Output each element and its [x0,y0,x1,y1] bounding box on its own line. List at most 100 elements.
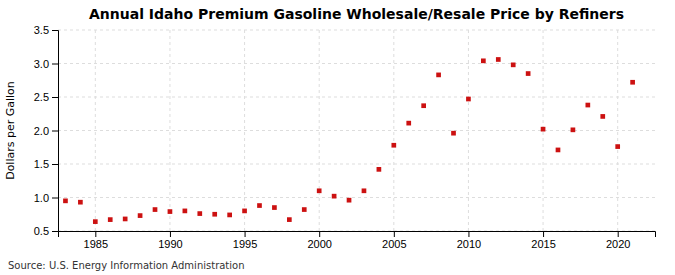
point [63,199,68,204]
point [571,127,576,132]
tick: 2000 [307,231,331,250]
point [78,200,83,205]
source-note: Source: U.S. Energy Information Administ… [8,260,245,271]
tick: 3.0 [34,58,58,70]
tick-mark [52,97,58,98]
tick-label: 1.0 [34,192,49,204]
tick-label: 1985 [84,238,108,250]
y-axis: 0.5 1.0 1.5 2.0 2.5 3.0 3.5 [34,24,59,237]
grid-line-y [58,164,655,165]
tick-mark [52,198,58,199]
tick-mark [52,164,58,165]
point [436,73,441,78]
tick: 1990 [158,231,182,250]
tick-label: 1.5 [34,158,49,170]
tick-mark [468,231,469,237]
tick: 2010 [457,231,481,250]
y-axis-title: Dollars per Gallon [4,81,17,180]
tick-label: 2.0 [34,125,49,137]
point [600,114,605,119]
point [197,211,202,216]
grid [58,30,655,231]
point [421,103,426,108]
point [466,97,471,102]
tick-mark [52,231,58,232]
tick: 0.5 [34,225,58,237]
point [242,209,247,214]
point [541,127,546,132]
tick-label: 1995 [233,238,257,250]
point [183,209,188,214]
tick: 2015 [531,231,555,250]
tick-label: 1990 [158,238,182,250]
title: Annual Idaho Premium Gasoline Wholesale/… [89,6,624,22]
point [615,144,620,149]
point [362,188,367,193]
point [123,217,128,222]
grid-line-y [58,30,655,31]
point [153,207,158,212]
tick-label: 2015 [531,238,555,250]
tick-mark [95,231,96,237]
tick-mark [170,231,171,237]
point [481,58,486,63]
tick-label: 3.0 [34,58,49,70]
x-axis: 1985 1990 1995 2000 2005 2010 2015 2020 [59,231,656,250]
tick-mark [52,131,58,132]
tick-mark [52,64,58,65]
point [451,131,456,136]
axis-line [52,31,59,232]
point [526,71,531,76]
tick-mark [543,231,544,237]
point [227,213,232,218]
point [332,194,337,199]
tick-label: 0.5 [34,225,49,237]
tick-mark [618,231,619,237]
point [406,121,411,126]
tick: 2005 [382,231,406,250]
tick-label: 2010 [457,238,481,250]
tick-mark [245,231,246,237]
grid-line-y [58,97,655,98]
tick-label: 2.5 [34,91,49,103]
tick: 1995 [233,231,257,250]
point [347,198,352,203]
point [272,205,277,210]
point [138,213,143,218]
point [287,217,292,222]
tick-mark [52,30,58,31]
point [511,62,516,67]
point [302,207,307,212]
point [212,212,217,217]
tick: 2.5 [34,91,58,103]
point [391,143,396,148]
grid-line-y [58,197,655,198]
tick-label: 2000 [307,238,331,250]
point [496,57,501,62]
grid-line-y [58,130,655,131]
point [108,217,113,222]
point [168,209,173,214]
chart: 1985 1990 1995 2000 2005 2010 2015 2020 0.5 1.0 1.… [0,0,675,275]
tick: 1985 [84,231,108,250]
point [257,203,262,208]
plot-area: 1985 1990 1995 2000 2005 2010 2015 2020 0.5 1.0 1.… [34,24,656,250]
grid-line-x [169,30,170,231]
point [317,188,322,193]
tick-label: 2020 [606,238,630,250]
tick-mark [394,231,395,237]
point [585,103,590,108]
point [377,167,382,172]
tick: 1.0 [34,192,58,204]
tick-mark [319,231,320,237]
tick: 3.5 [34,24,58,36]
tick: 2020 [606,231,630,250]
points [63,57,635,224]
tick: 2.0 [34,125,58,137]
point [630,80,635,85]
point [93,219,98,224]
tick-label: 2005 [382,238,406,250]
tick: 1.5 [34,158,58,170]
tick-label: 3.5 [34,24,49,36]
point [556,148,561,153]
